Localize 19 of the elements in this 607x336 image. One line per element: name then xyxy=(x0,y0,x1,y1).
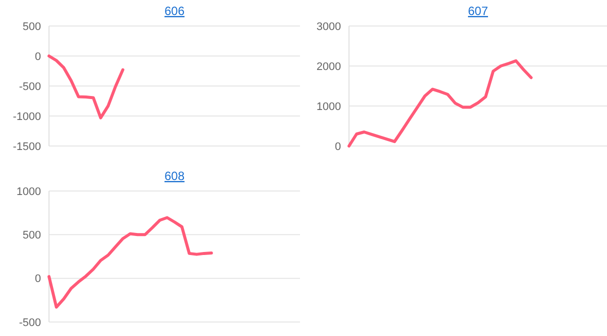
y-tick-label: 2000 xyxy=(316,60,341,73)
y-tick-label: 3000 xyxy=(316,20,341,33)
y-tick-label: 0 xyxy=(34,273,41,286)
y-tick-label: 0 xyxy=(334,140,341,153)
chart-title: 607 xyxy=(468,4,488,18)
chart-title: 606 xyxy=(164,4,185,18)
line-series xyxy=(348,59,533,148)
y-tick-label: -500 xyxy=(18,316,41,329)
y-tick-label: 500 xyxy=(22,230,41,242)
chart-title: 608 xyxy=(164,169,185,183)
y-tick-label: 1000 xyxy=(16,186,41,198)
y-tick-label: 500 xyxy=(22,20,41,33)
y-tick-label: 1000 xyxy=(316,100,341,113)
y-tick-label: -500 xyxy=(18,80,41,93)
line-series xyxy=(48,216,213,309)
y-tick-label: 0 xyxy=(34,50,41,63)
y-tick-label: -1000 xyxy=(12,110,41,123)
y-tick-label: -1500 xyxy=(12,140,41,153)
line-series xyxy=(48,54,124,120)
